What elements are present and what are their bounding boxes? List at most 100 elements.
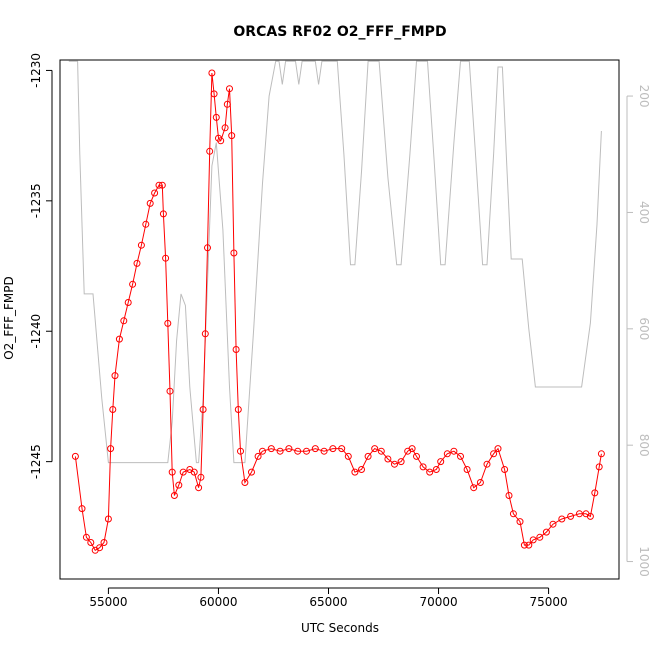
data-point [226, 85, 233, 93]
data-point [558, 515, 566, 523]
x-axis: 55000 60000 65000 70000 75000 [89, 587, 568, 609]
data-point [419, 463, 427, 471]
data-point [195, 484, 203, 492]
data-point [162, 254, 170, 262]
data-point [232, 346, 240, 353]
data-point [87, 539, 95, 546]
data-point [166, 387, 174, 395]
data-point [351, 468, 359, 476]
data-point [320, 447, 328, 455]
y-tick-label: -1240 [29, 314, 43, 349]
plot-frame [59, 59, 620, 580]
data-point [241, 479, 249, 486]
data-point [509, 510, 517, 518]
data-point [364, 452, 372, 460]
data-point [501, 466, 509, 473]
data-point [294, 447, 302, 455]
data-point [391, 460, 398, 468]
data-point [78, 505, 86, 513]
data-point [104, 515, 112, 523]
data-point [115, 335, 123, 343]
data-point [591, 489, 599, 497]
y2-tick-label: 800 [637, 434, 650, 457]
data-point [408, 445, 416, 453]
data-point [210, 90, 218, 98]
data-point [199, 406, 207, 413]
y2-tick-label: 1000 [637, 546, 650, 577]
data-point [397, 458, 405, 466]
data-point [432, 466, 440, 473]
data-point [490, 450, 498, 458]
data-point [371, 445, 379, 453]
data-point [470, 484, 478, 492]
data-point [208, 69, 216, 77]
data-point [107, 445, 115, 453]
data-point [197, 473, 205, 481]
data-point [129, 280, 137, 288]
data-point [254, 452, 262, 460]
data-point [248, 468, 255, 476]
data-point [426, 468, 434, 476]
data-point [437, 458, 445, 466]
data-point [100, 539, 108, 546]
y2-tick-label: 400 [637, 201, 650, 224]
y2-tick-label: 200 [637, 85, 650, 108]
y-tick-label: -1235 [29, 183, 43, 218]
data-point [71, 452, 79, 460]
data-point [155, 181, 163, 189]
y2-axis: 200 400 600 800 1000 [626, 85, 650, 577]
data-point [516, 518, 524, 526]
data-point [221, 124, 229, 132]
x-axis-label: UTC Seconds [301, 621, 379, 635]
data-point [201, 330, 209, 338]
data-point [111, 372, 119, 380]
data-point [463, 466, 471, 473]
data-point [413, 452, 420, 460]
data-point [586, 512, 594, 520]
data-point [212, 113, 220, 121]
chart-title: ORCAS RF02 O2_FFF_FMPD [233, 24, 446, 40]
data-point [151, 189, 159, 197]
data-point [520, 541, 528, 549]
data-point [179, 468, 187, 476]
data-point [109, 406, 117, 413]
data-point [223, 100, 231, 108]
data-point [96, 544, 104, 552]
data-point [170, 492, 178, 499]
data-point [159, 210, 167, 218]
data-point [267, 445, 275, 453]
data-point [384, 455, 392, 463]
data-point [190, 468, 198, 476]
data-point [142, 220, 150, 228]
data-point [542, 528, 550, 536]
data-point [204, 244, 211, 252]
y-axis-label: O2_FFF_FMPD [2, 276, 16, 360]
data-point [494, 445, 502, 453]
data-point [164, 319, 172, 327]
y-tick-label: -1230 [29, 53, 43, 88]
x-tick-label: 70000 [419, 595, 457, 609]
data-point [529, 536, 537, 544]
data-point [525, 541, 533, 549]
data-point [329, 445, 337, 453]
data-point [133, 259, 141, 267]
data-point [505, 492, 513, 499]
secondary-series-layer [68, 60, 602, 464]
data-point [450, 447, 458, 455]
data-point [358, 466, 365, 473]
data-point [377, 447, 385, 455]
data-point [146, 199, 154, 207]
data-point [338, 445, 346, 453]
data-point [82, 533, 90, 541]
data-point [175, 481, 183, 489]
data-point [476, 479, 484, 486]
data-point [457, 452, 464, 460]
data-point [217, 137, 225, 145]
data-point [567, 512, 575, 520]
primary-series-line [74, 72, 602, 551]
data-point [206, 147, 214, 155]
data-point [285, 445, 293, 453]
y-axis: -1245 -1240 -1235 -1230 [29, 53, 53, 479]
data-point [344, 452, 352, 460]
